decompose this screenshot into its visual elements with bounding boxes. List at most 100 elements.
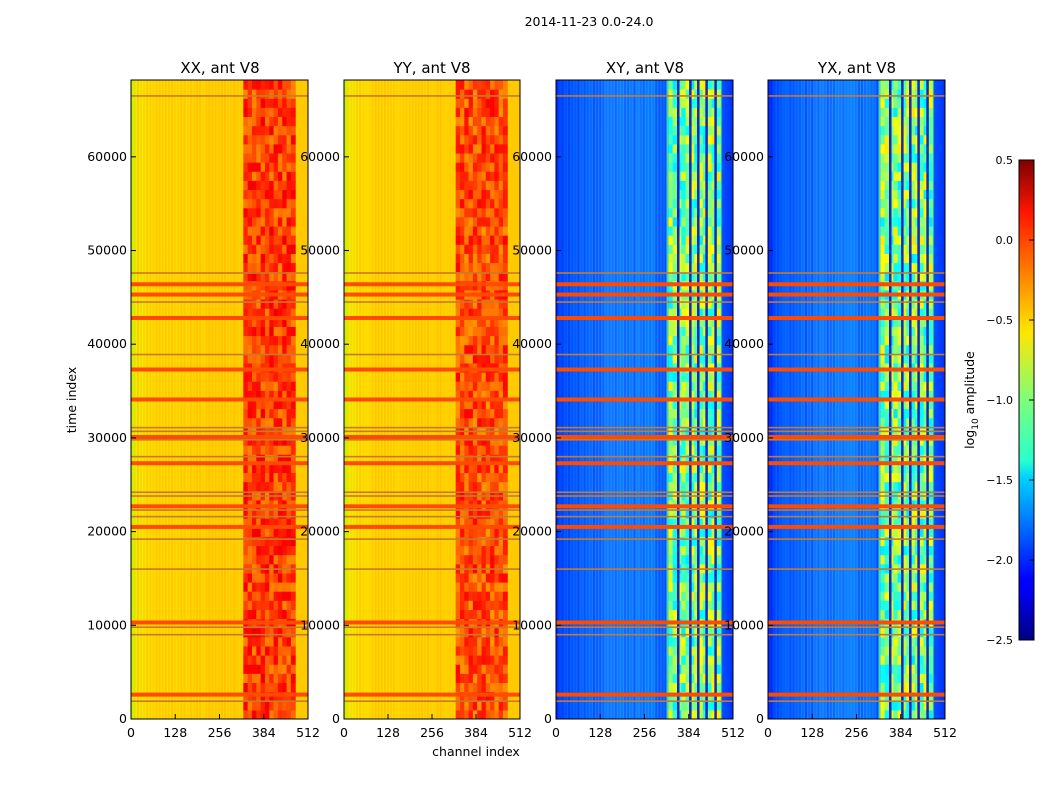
band-cell	[711, 582, 717, 592]
band-cell	[910, 554, 916, 565]
band-cell	[464, 134, 470, 145]
band-cell	[919, 262, 925, 273]
band-cell	[498, 627, 504, 638]
band-cell	[919, 125, 925, 136]
band-cell	[472, 107, 478, 118]
heatmap-xx	[131, 80, 308, 720]
band-cell	[715, 518, 721, 528]
flagged-row	[556, 397, 733, 402]
band-cell	[707, 600, 713, 610]
band-cell	[243, 171, 249, 181]
band-cell	[685, 417, 691, 428]
band-cell	[711, 171, 717, 181]
band-cell	[906, 189, 912, 200]
band-cell	[884, 98, 890, 108]
band-cell	[269, 253, 275, 264]
band-cell	[468, 582, 474, 592]
band-cell	[893, 235, 899, 245]
band-cell	[689, 582, 695, 592]
y-tick-label: 10000	[512, 617, 552, 632]
band-cell	[290, 472, 296, 483]
band-cell	[910, 107, 916, 118]
band-cell	[485, 326, 491, 337]
band-cell	[269, 299, 275, 309]
band-cell	[672, 98, 678, 108]
band-cell	[689, 253, 695, 264]
band-cell	[464, 253, 470, 264]
band-cell	[901, 207, 907, 218]
band-cell	[290, 344, 296, 355]
band-cell	[502, 162, 508, 172]
band-cell	[668, 408, 674, 419]
band-cell	[897, 253, 903, 264]
band-cell	[707, 536, 713, 547]
band-cell	[880, 700, 886, 711]
band-cell	[264, 107, 270, 118]
band-cell	[498, 582, 504, 592]
band-cell	[260, 481, 266, 492]
band-cell	[914, 481, 920, 492]
band-cell	[269, 399, 275, 410]
flagged-row	[556, 504, 733, 509]
band-cell	[243, 271, 249, 282]
flagged-row	[131, 430, 308, 433]
band-cell	[901, 481, 907, 492]
band-cell	[481, 326, 487, 337]
band-cell	[927, 518, 933, 528]
band-cell	[256, 655, 262, 665]
band-cell	[681, 226, 687, 236]
band-cell	[243, 445, 249, 455]
x-tick-label: 512	[721, 725, 745, 740]
band-cell	[481, 700, 487, 711]
band-cell	[715, 509, 721, 519]
band-cell	[468, 609, 474, 620]
band-cell	[468, 372, 474, 382]
band-cell	[485, 134, 491, 145]
band-cell	[286, 527, 292, 537]
band-cell	[251, 709, 257, 720]
band-cell	[901, 116, 907, 127]
band-cell	[502, 244, 508, 254]
flagged-row	[768, 397, 945, 402]
band-cell	[923, 107, 929, 118]
band-cell	[481, 143, 487, 154]
band-cell	[698, 472, 704, 483]
band-cell	[485, 472, 491, 483]
band-cell	[269, 582, 275, 592]
band-cell	[901, 353, 907, 364]
band-cell	[260, 162, 266, 172]
band-cell	[282, 445, 288, 455]
band-cell	[901, 226, 907, 236]
band-cell	[277, 481, 283, 492]
band-cell	[460, 235, 465, 245]
flagged-row	[768, 455, 945, 458]
band-cell	[490, 153, 495, 163]
band-cell	[455, 417, 461, 428]
band-cell	[707, 609, 713, 620]
band-cell	[455, 655, 461, 665]
band-cell	[702, 481, 708, 492]
band-cell	[897, 627, 903, 638]
band-cell	[707, 171, 713, 181]
band-cell	[672, 472, 678, 483]
band-cell	[694, 408, 700, 419]
band-cell	[264, 207, 270, 218]
band-cell	[906, 536, 912, 547]
band-cell	[901, 664, 907, 674]
band-cell	[468, 417, 474, 428]
band-cell	[694, 299, 700, 309]
band-cell	[698, 445, 704, 455]
band-cell	[906, 591, 912, 601]
band-cell	[490, 125, 495, 136]
band-cell	[906, 673, 912, 683]
band-cell	[914, 299, 920, 309]
band-cell	[472, 189, 478, 200]
band-cell	[243, 518, 249, 528]
band-cell	[694, 98, 700, 108]
band-cell	[711, 235, 717, 245]
band-cell	[914, 436, 920, 446]
band-cell	[277, 417, 283, 428]
band-cell	[698, 134, 704, 145]
band-cell	[498, 381, 504, 391]
band-cell	[256, 636, 262, 647]
